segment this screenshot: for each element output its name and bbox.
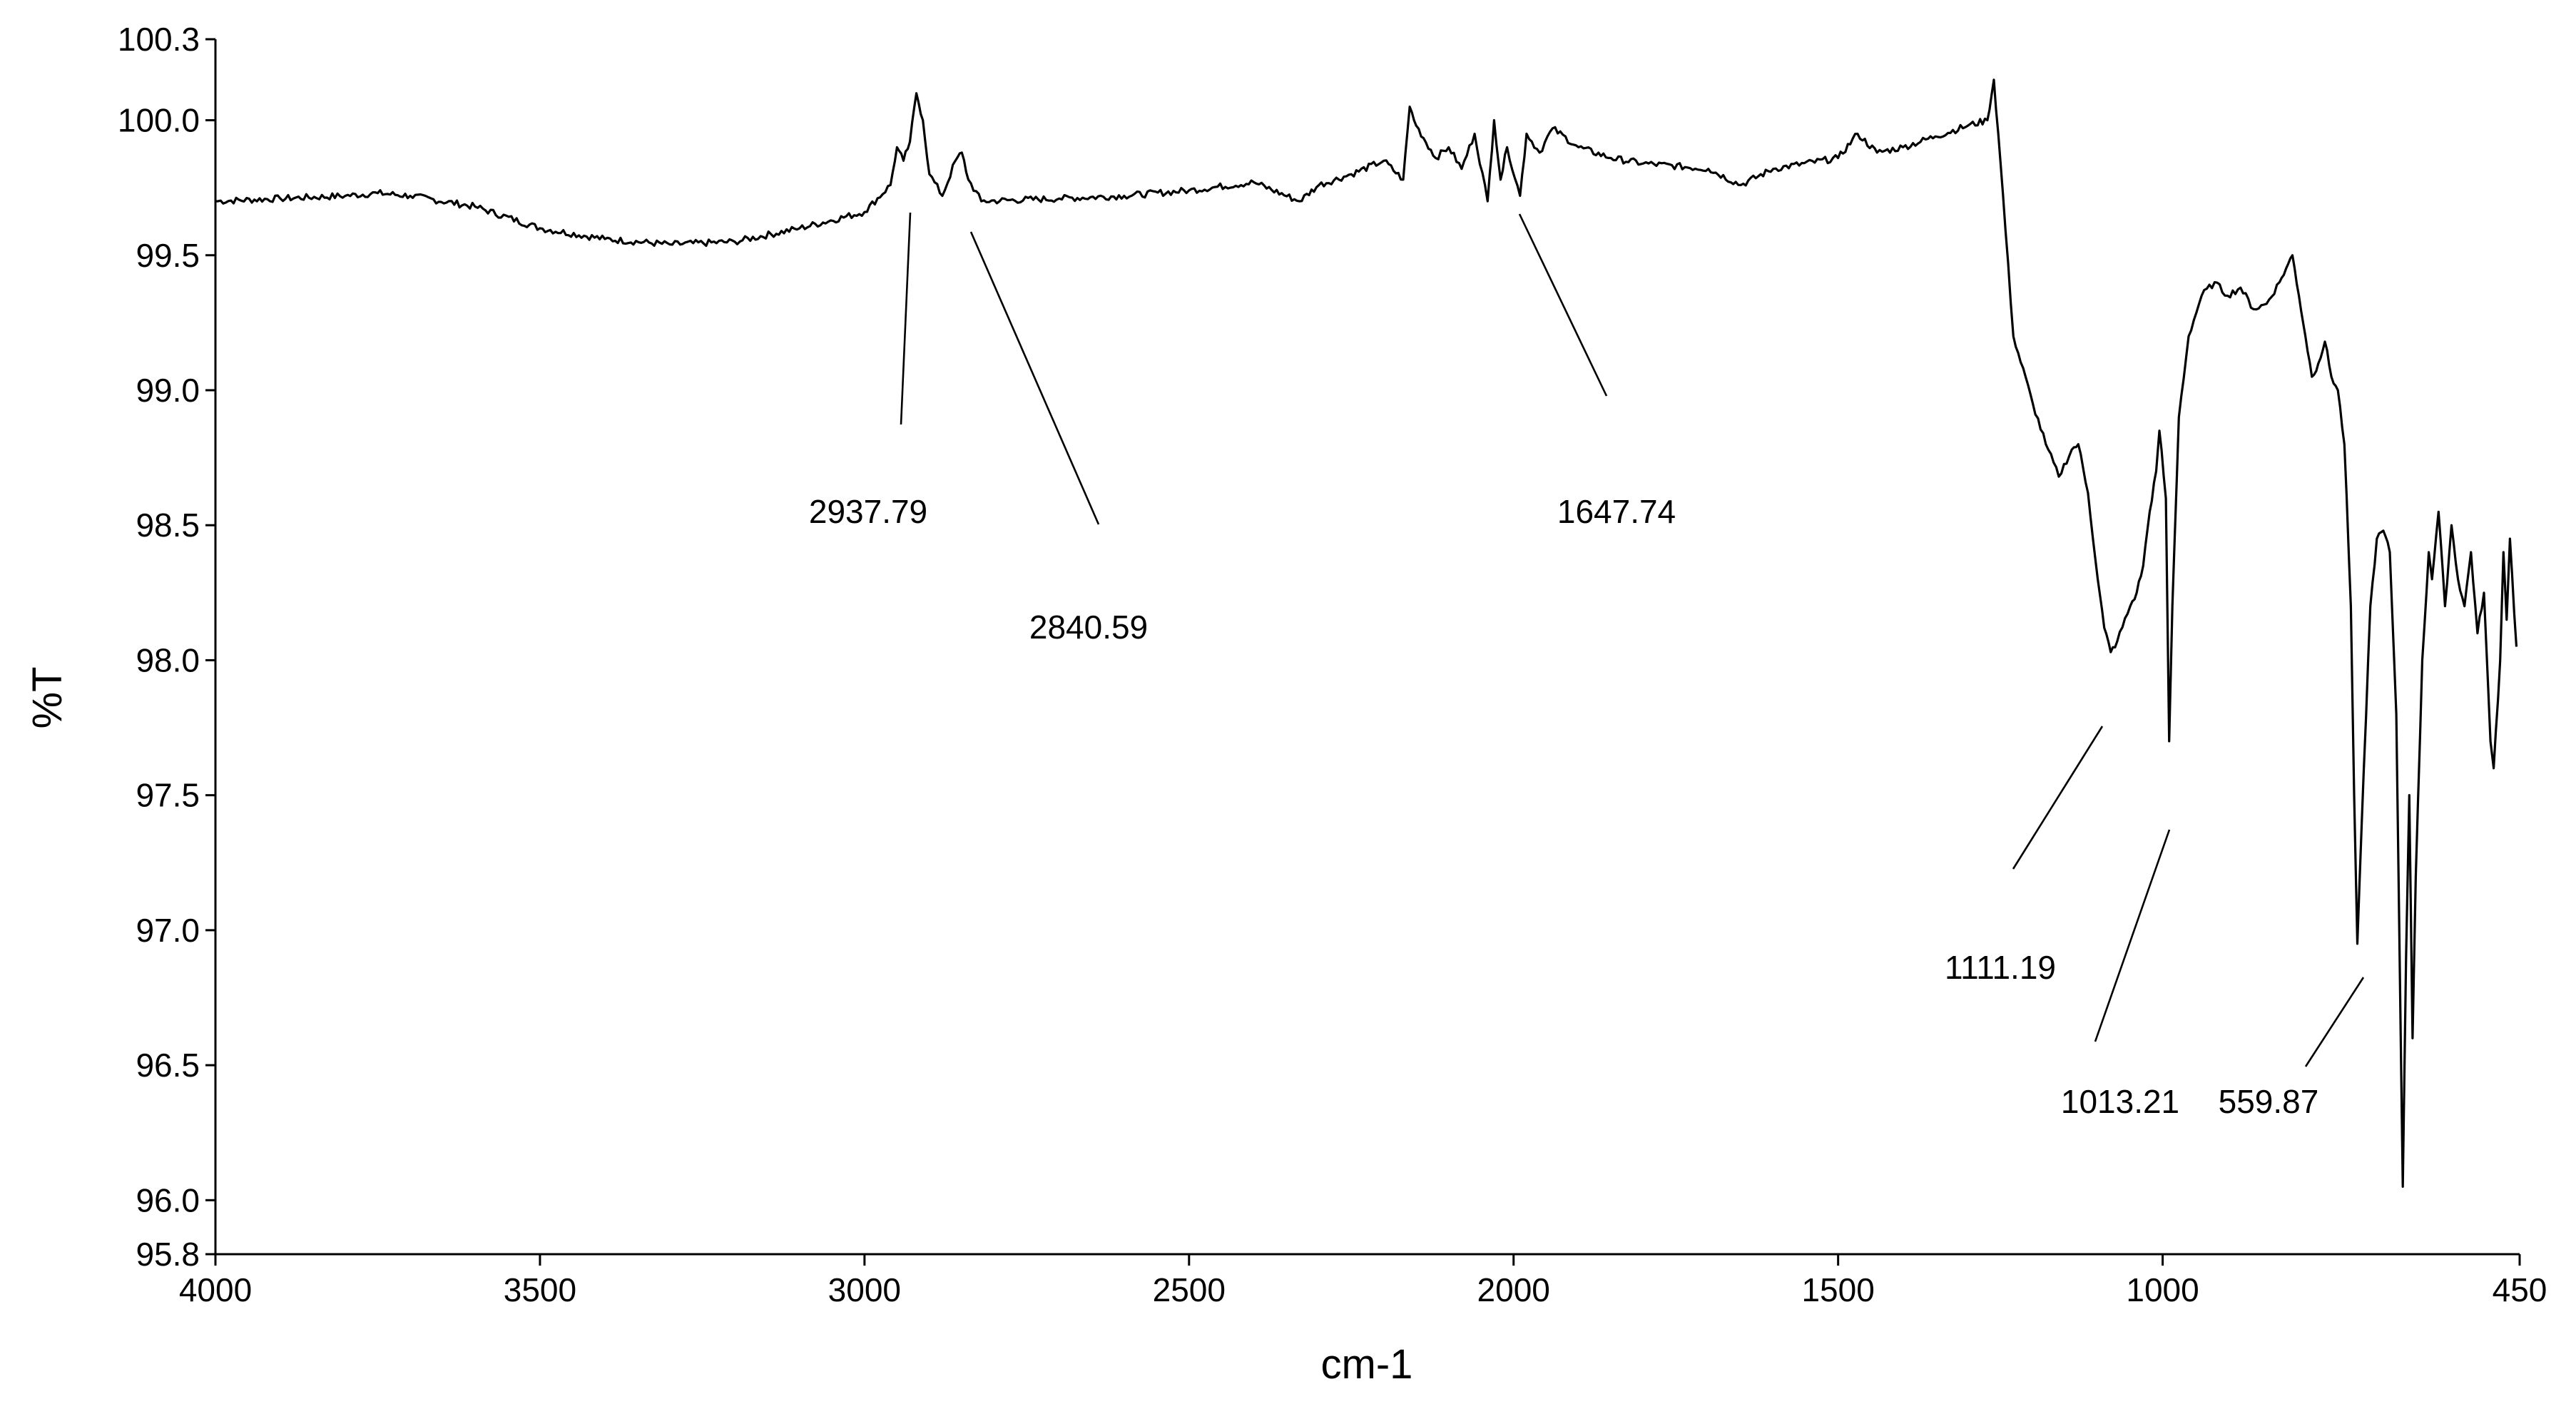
peak-label: 1647.74 xyxy=(1557,493,1676,530)
y-tick-label: 96.0 xyxy=(136,1181,200,1219)
x-tick-label: 450 xyxy=(2493,1271,2547,1308)
peak-leader-line xyxy=(2012,726,2104,870)
peak-leader-line xyxy=(969,231,1100,525)
x-tick-label: 3500 xyxy=(504,1271,576,1308)
annotation-layer: 2937.79 2840.59 1647.74 1111.19 1013.21 559.8… xyxy=(809,212,2365,1120)
y-tick-label: 99.5 xyxy=(136,237,200,274)
x-tick-label: 1500 xyxy=(1801,1271,1874,1308)
peak-label: 559.87 xyxy=(2219,1083,2319,1120)
y-tick-label: 98.0 xyxy=(136,641,200,678)
x-tick-label: 4000 xyxy=(179,1271,252,1308)
peak-leader-line xyxy=(2094,829,2171,1042)
x-tick-label: 2500 xyxy=(1153,1271,1226,1308)
peak-label: 2840.59 xyxy=(1029,609,1148,646)
series-line-0 xyxy=(215,78,2518,1188)
x-tick-label: 3000 xyxy=(828,1271,901,1308)
y-tick-label: 99.0 xyxy=(136,372,200,409)
x-axis-title: cm-1 xyxy=(1321,1341,1413,1388)
peak-label: 1013.21 xyxy=(2061,1083,2179,1120)
y-axis-title: %T xyxy=(24,667,71,729)
y-tick-label: 97.5 xyxy=(136,777,200,814)
peak-label: 1111.19 xyxy=(1945,949,2056,986)
peak-leader-line xyxy=(1518,213,1608,397)
y-tick-label: 97.0 xyxy=(136,912,200,949)
x-tick-label: 2000 xyxy=(1477,1271,1550,1308)
x-axis: 4000 3500 3000 2500 2000 1500 1000 450 xyxy=(179,1253,2547,1308)
series-layer xyxy=(215,78,2518,1188)
y-tick-label: 100.0 xyxy=(118,102,200,139)
y-tick-label: 95.8 xyxy=(136,1236,200,1273)
peak-leader-line xyxy=(900,212,912,425)
x-tick-label: 1000 xyxy=(2126,1271,2199,1308)
y-tick-label: 96.5 xyxy=(136,1047,200,1084)
y-tick-label: 98.5 xyxy=(136,507,200,544)
y-tick-label: 100.3 xyxy=(118,21,200,58)
y-axis: 100.3 100.0 99.5 99.0 98.5 98.0 97.5 97.0 96.5 96… xyxy=(118,21,217,1273)
peak-label: 2937.79 xyxy=(809,493,927,530)
peak-leader-line xyxy=(2304,977,2365,1067)
